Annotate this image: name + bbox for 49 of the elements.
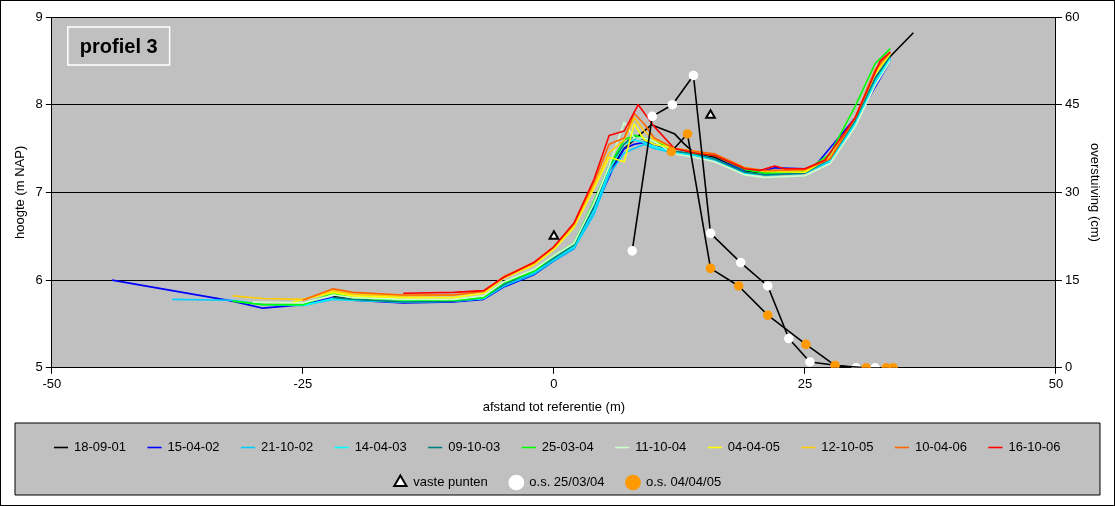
point <box>666 146 677 157</box>
y2-tick-label: 0 <box>1064 359 1073 375</box>
x-axis-title: afstand tot referentie (m) <box>482 398 626 414</box>
point <box>762 281 773 291</box>
legend-label: 25-03-04 <box>541 439 594 455</box>
x-tick-label: -25 <box>293 376 313 392</box>
y2-tick-label: 30 <box>1064 183 1080 199</box>
point <box>762 310 773 320</box>
legend-label: 12-10-05 <box>821 439 874 455</box>
legend-label: 21-10-02 <box>261 439 314 455</box>
y2-tick-label: 60 <box>1064 8 1080 24</box>
x-tick-label: 0 <box>550 376 558 392</box>
point <box>805 357 815 367</box>
point <box>647 111 658 122</box>
x-tick-label: 50 <box>1048 376 1064 392</box>
point <box>830 360 840 368</box>
point <box>688 70 699 81</box>
legend-label: 10-04-06 <box>914 439 967 455</box>
point <box>705 228 716 239</box>
y-tick-label: 8 <box>35 96 43 112</box>
y-tick-label: 7 <box>35 183 43 199</box>
y2-tick-label: 15 <box>1064 271 1080 287</box>
point <box>735 257 746 268</box>
legend-label: 15-04-02 <box>167 439 220 455</box>
legend-label: 09-10-03 <box>448 439 501 455</box>
legend-label: vaste punten <box>413 474 488 490</box>
y-tick-label: 9 <box>35 8 43 24</box>
y-axis-title: hoogte (m NAP) <box>12 145 28 239</box>
point <box>801 339 811 350</box>
point <box>667 99 678 110</box>
y-tick-label: 5 <box>35 359 43 375</box>
point <box>627 246 638 256</box>
legend-label: o.s. 04/04/05 <box>645 474 722 490</box>
y2-tick-label: 45 <box>1064 96 1080 112</box>
legend-label: 14-04-03 <box>354 439 407 455</box>
point <box>784 333 794 344</box>
y2-axis-title: overstuiving (cm) <box>1087 142 1103 242</box>
legend-label: 11-10-04 <box>635 439 687 455</box>
y-tick-label: 6 <box>35 271 43 287</box>
point <box>733 281 744 291</box>
point <box>682 129 693 139</box>
legend-label: 18-09-01 <box>74 439 127 455</box>
x-tick-label: -50 <box>42 376 62 392</box>
x-tick-label: 25 <box>797 376 813 392</box>
point <box>705 263 716 274</box>
legend-label: 16-10-06 <box>1008 439 1061 455</box>
annotation: profiel 3 <box>79 34 158 57</box>
legend-label: o.s. 25/03/04 <box>529 474 605 490</box>
legend-label: 04-04-05 <box>727 439 780 455</box>
